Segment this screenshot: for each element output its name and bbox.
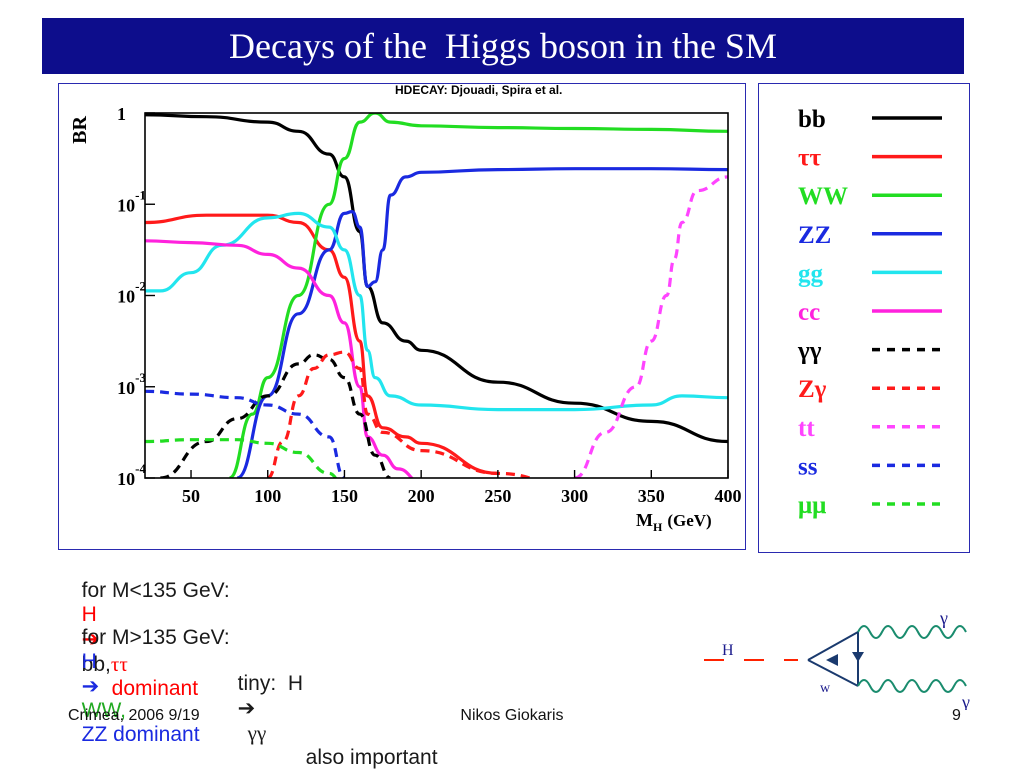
- line2-condition: for M>135 GeV:: [81, 626, 230, 649]
- text-line-2: for M>135 GeV: H ➔ WW, ZZ dominant: [70, 602, 230, 747]
- w-loop-top: [807, 631, 859, 661]
- footer-right: 9: [952, 707, 961, 724]
- line2-ww: WW,: [81, 699, 126, 722]
- text-line-1: for M<135 GeV: H ➔ bb,ττ dominant: [70, 555, 230, 701]
- line1-dominant: dominant: [111, 677, 199, 700]
- arrow-icon: [852, 652, 864, 662]
- gamma-bottom-label: γ: [961, 692, 970, 710]
- footer-center: Nikos Giokaris: [460, 707, 564, 724]
- line3-gammagamma: γγ: [247, 721, 267, 745]
- photon-top-wave: [857, 625, 967, 639]
- line3-higgs: tiny: H: [237, 672, 304, 695]
- arrow-icon: [826, 654, 838, 666]
- feynman-diagram: H w γ γ: [704, 608, 970, 710]
- plot-frame: [58, 83, 746, 550]
- line1-condition: for M<135 GeV:: [81, 579, 230, 602]
- line1-tautau: ττ: [110, 652, 128, 676]
- gamma-top-label: γ: [939, 608, 948, 628]
- line1-bb: bb,: [81, 653, 111, 676]
- arrow-icon: ➔: [81, 675, 100, 698]
- footer-left: Crimea, 2006 9/19: [68, 707, 200, 724]
- credit-label: HDECAY: Djouadi, Spira et al.: [395, 83, 563, 97]
- slide-title: Decays of the Higgs boson in the SM: [229, 26, 777, 66]
- line2-zz-dominant: ZZ dominant: [81, 723, 200, 746]
- legend-frame: [758, 83, 970, 553]
- text-line-3: tiny: H ➔ γγ also important: [226, 648, 438, 770]
- line3-also-important: also important: [305, 746, 438, 769]
- arrow-icon: ➔: [237, 697, 256, 720]
- line2-higgs: H: [81, 650, 97, 673]
- photon-bottom-wave: [857, 679, 967, 693]
- diagram-w-label: w: [820, 681, 831, 696]
- diagram-h-label: H: [722, 642, 734, 659]
- w-loop-bottom: [807, 659, 859, 687]
- arrow-icon: ➔: [81, 628, 100, 651]
- line1-higgs: H: [81, 603, 97, 626]
- title-bar: Decays of the Higgs boson in the SM: [42, 18, 964, 74]
